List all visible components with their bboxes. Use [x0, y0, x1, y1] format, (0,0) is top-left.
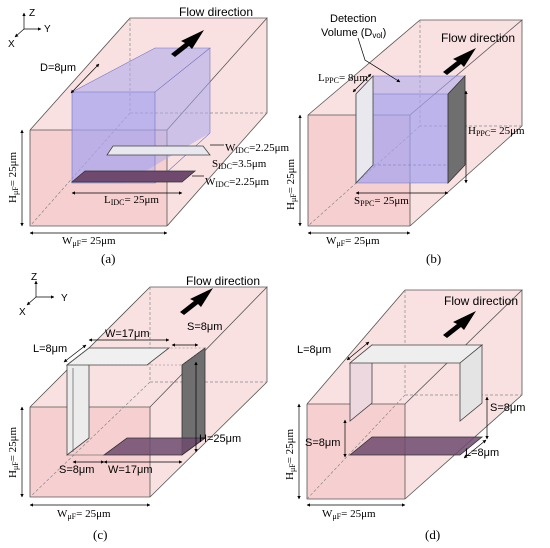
flow-direction-label: Flow direction — [179, 5, 253, 19]
l-idc-label: LIDC= 25μm — [104, 194, 159, 207]
w-top-label: W=17μm — [105, 328, 150, 340]
panel-caption: (c) — [93, 527, 107, 542]
h-uf-label: HμF= 25μm — [7, 426, 20, 478]
flow-arrow: Flow direction — [171, 5, 253, 57]
ppc-electrodes — [355, 74, 466, 185]
w-idc-bottom-label: WIDC=2.25μm — [205, 176, 270, 189]
h-uf-label: HμF= 25μm — [285, 158, 298, 210]
w-uf-label: WμF= 25μm — [326, 235, 380, 248]
axis-x-label: X — [19, 307, 26, 318]
axis-triad: Z Y X — [8, 8, 51, 50]
panel-c: Z Y X Flow direction W — [7, 272, 268, 542]
u-shaped-electrodes — [65, 347, 207, 456]
panel-caption: (d) — [425, 527, 440, 542]
bridge-electrodes — [348, 344, 484, 456]
flow-arrow: Flow direction — [180, 274, 260, 315]
microchannel-box — [29, 286, 268, 498]
axis-x-label: X — [8, 39, 15, 50]
detection-volume — [355, 75, 466, 184]
axis-y-label: Y — [61, 293, 68, 304]
w-uf-label: WμF= 25μm — [62, 235, 116, 248]
flow-arrow: Flow direction — [443, 294, 518, 338]
axis-z-label: Z — [31, 272, 37, 283]
h-right-label: H=25μm — [199, 433, 241, 445]
l-top-label: L=8μm — [297, 344, 331, 356]
h-ppc-label: HPPC= 25μm — [468, 125, 525, 138]
panel-b: Flow direction Detection Volume (Dvol) L… — [285, 13, 525, 266]
panel-caption: (a) — [101, 251, 115, 266]
detection-volume-label-line1: Detection — [330, 13, 376, 25]
flow-direction-label: Flow direction — [444, 294, 518, 308]
panel-d: Flow direction L=8μm S=8μm S=8μm L=8μm H… — [284, 289, 525, 542]
idc-electrodes — [70, 145, 211, 183]
w-bottom-label: W=17μm — [108, 464, 153, 476]
s-top-label: S=8μm — [187, 321, 222, 333]
panel-a: Z Y X Flow di — [7, 5, 290, 266]
h-uf-label: HμF= 25μm — [284, 428, 297, 480]
s-ppc-label: SPPC= 25μm — [354, 195, 409, 208]
w-uf-label: WμF= 25μm — [57, 508, 111, 521]
l-label: L=8μm — [33, 343, 67, 355]
flow-direction-label: Flow direction — [441, 31, 515, 45]
s-left-label: S=8μm — [305, 437, 340, 449]
axis-z-label: Z — [29, 8, 35, 19]
panel-caption: (b) — [426, 251, 441, 266]
w-idc-top-label: WIDC=2.25μm — [225, 142, 290, 155]
s-bottom-label: S=8μm — [59, 464, 94, 476]
microchannel-box — [306, 289, 523, 500]
h-uf-label: HμF= 25μm — [7, 151, 20, 203]
s-right-label: S=8μm — [490, 402, 525, 414]
l-bottom-label: L=8μm — [465, 447, 499, 459]
w-uf-label: WμF= 25μm — [322, 508, 376, 521]
axis-y-label: Y — [44, 24, 51, 35]
l-ppc-label: LPPC= 8μm — [318, 72, 368, 85]
depth-label: D=8μm — [40, 62, 76, 74]
s-idc-label: SIDC=3.5μm — [212, 158, 267, 171]
detection-volume-label-line2: Volume (Dvol) — [321, 27, 386, 40]
flow-arrow: Flow direction — [441, 31, 515, 75]
flow-direction-label: Flow direction — [186, 274, 260, 288]
axis-triad: Z Y X — [19, 272, 68, 318]
